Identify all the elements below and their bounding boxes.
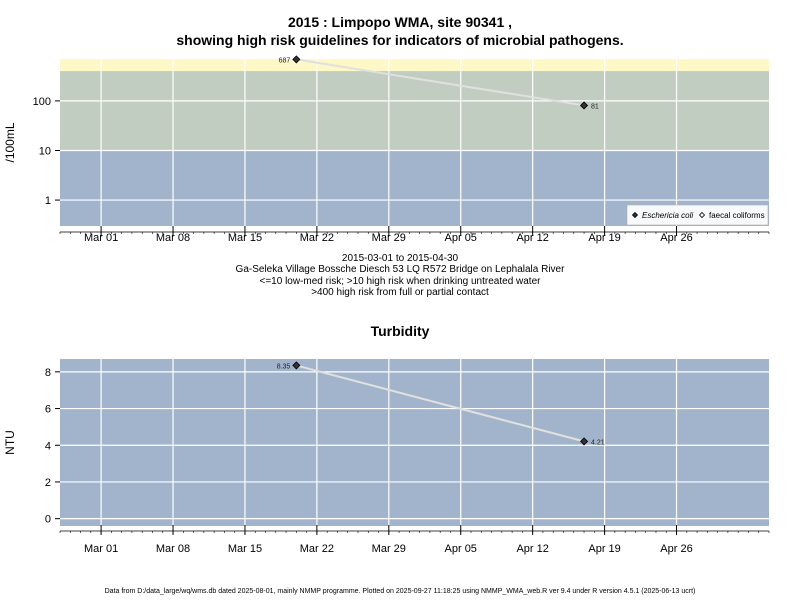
panel2-xtick-label-0: Mar 01 bbox=[84, 543, 118, 555]
chart-title-line1: 2015 : Limpopo WMA, site 90341 , bbox=[287, 14, 513, 30]
panel2-xtick-label-5: Apr 05 bbox=[445, 543, 477, 555]
caption-site-description: Ga-Seleka Village Bossche Diesch 53 LQ R… bbox=[235, 264, 565, 275]
panel2-y-axis-label: NTU bbox=[3, 430, 17, 455]
panel2-data-point-1 bbox=[579, 437, 589, 446]
panel2-xtick-label-4: Mar 29 bbox=[372, 543, 406, 555]
panel2-xtick-label-1: Mar 08 bbox=[156, 543, 190, 555]
panel2-data-label-0: 8.35 bbox=[277, 363, 291, 370]
panel2-ytick-label-0: 0 bbox=[45, 514, 51, 526]
panel1-xtick-label-5: Apr 05 bbox=[445, 232, 477, 244]
panel1-ytick-label-0: 1 bbox=[45, 195, 51, 207]
panel1-xtick-label-4: Mar 29 bbox=[372, 232, 406, 244]
panel1-band-contact-risk bbox=[60, 59, 769, 72]
panel1-data-point-0 bbox=[292, 55, 301, 64]
chart-title-line2: showing high risk guidelines for indicat… bbox=[176, 32, 624, 48]
panel2-series-line-0 bbox=[296, 364, 585, 443]
panel1-data-point-1 bbox=[579, 101, 589, 110]
panel2-ytick-label-4: 8 bbox=[45, 367, 51, 379]
panel2-xtick-label-6: Apr 12 bbox=[516, 543, 548, 555]
legend-marker-faecal-coliforms bbox=[698, 211, 706, 219]
legend-label-faecal-coliforms: faecal coliforms bbox=[709, 211, 765, 220]
panel2-xtick-label-2: Mar 15 bbox=[228, 543, 262, 555]
turbidity-title: Turbidity bbox=[370, 323, 430, 339]
panel2-ytick-label-2: 4 bbox=[45, 440, 51, 452]
panel1-ytick-label-2: 100 bbox=[33, 96, 51, 108]
panel2-data-point-0 bbox=[292, 361, 301, 370]
panel2-data-label-1: 4.21 bbox=[591, 439, 605, 446]
panel2-ytick-label-1: 2 bbox=[45, 477, 51, 489]
panel1-xtick-label-0: Mar 01 bbox=[84, 232, 118, 244]
footer-note: Data from D:/data_large/wq/wms.db dated … bbox=[104, 588, 696, 595]
panel2-background bbox=[60, 359, 769, 526]
panel1-xtick-label-3: Mar 22 bbox=[300, 232, 334, 244]
caption-guideline-contact: >400 high risk from full or partial cont… bbox=[311, 287, 489, 298]
caption-guideline-drinking: <=10 low-med risk; >10 high risk when dr… bbox=[259, 276, 541, 287]
panel1-band-drinking-risk bbox=[60, 71, 769, 151]
legend-marker-ecoli bbox=[631, 211, 639, 219]
caption-date-range: 2015-03-01 to 2015-04-30 bbox=[341, 253, 459, 264]
panel1-xtick-label-2: Mar 15 bbox=[228, 232, 262, 244]
panel1-xtick-label-6: Apr 12 bbox=[516, 232, 548, 244]
panel1-xtick-label-1: Mar 08 bbox=[156, 232, 190, 244]
panel1-y-axis-label: /100mL bbox=[3, 122, 17, 162]
panel2-ytick-label-3: 6 bbox=[45, 404, 51, 416]
panel1-xtick-label-7: Apr 19 bbox=[588, 232, 620, 244]
panel1-data-label-0: 687 bbox=[279, 57, 291, 64]
panel2-xtick-label-7: Apr 19 bbox=[588, 543, 620, 555]
panel1-series-line-0 bbox=[296, 58, 585, 107]
panel2-xtick-label-3: Mar 22 bbox=[300, 543, 334, 555]
panel1-xtick-label-8: Apr 26 bbox=[660, 232, 692, 244]
panel1-data-label-1: 81 bbox=[591, 103, 599, 110]
panel1-ytick-label-1: 10 bbox=[39, 145, 51, 157]
panel1-legend-box bbox=[626, 204, 769, 226]
panel2-xtick-label-8: Apr 26 bbox=[660, 543, 692, 555]
legend-label-ecoli: Eschericia coli bbox=[642, 211, 693, 220]
